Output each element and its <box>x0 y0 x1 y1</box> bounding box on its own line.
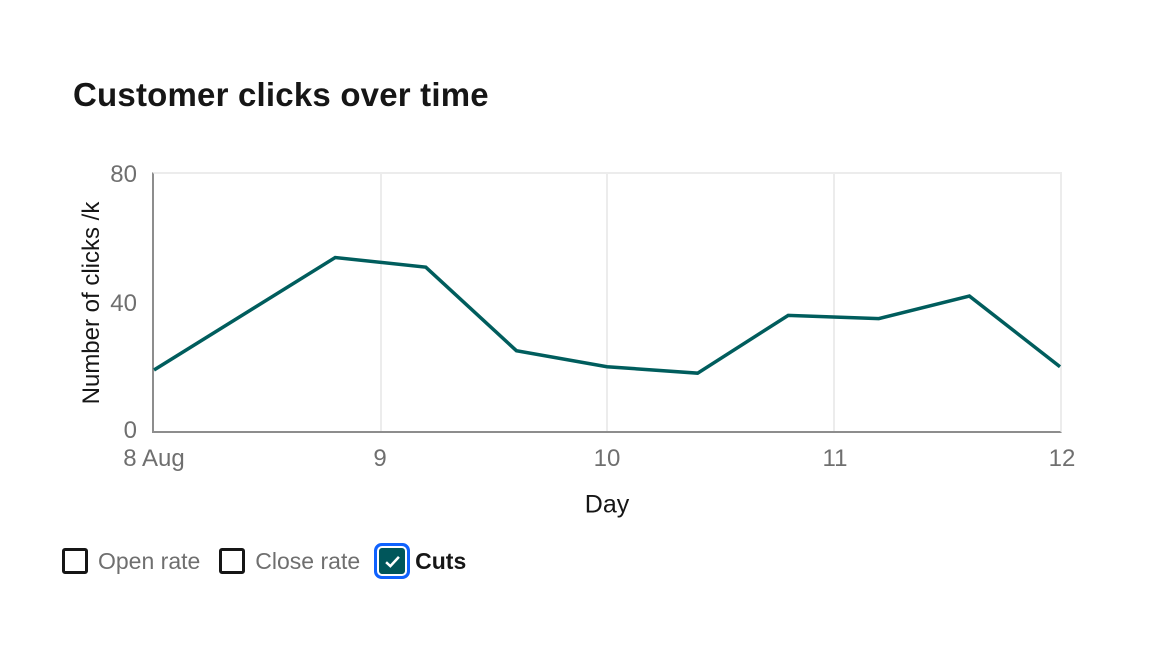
legend: Open rate Close rate Cuts <box>62 547 466 575</box>
x-tick-8-aug: 8 Aug <box>123 445 185 472</box>
gridline-day-9 <box>379 174 382 431</box>
x-axis-title: Day <box>584 490 630 519</box>
x-tick-11: 11 <box>822 445 848 472</box>
x-tick-9: 9 <box>373 445 387 472</box>
chart-title: Customer clicks over time <box>73 76 489 113</box>
checkbox-close-rate[interactable] <box>219 548 246 574</box>
legend-item-open-rate[interactable]: Open rate <box>62 547 200 575</box>
legend-label-cuts: Cuts <box>415 548 467 574</box>
legend-label-open-rate: Open rate <box>98 548 201 574</box>
x-tick-12: 12 <box>1048 445 1076 472</box>
y-tick-0: 0 <box>123 417 137 444</box>
legend-item-cuts[interactable]: Cuts <box>379 547 466 575</box>
checkbox-open-rate[interactable] <box>62 548 88 574</box>
y-axis-title: Number of clicks /k <box>78 201 105 405</box>
legend-item-close-rate[interactable]: Close rate <box>219 547 360 575</box>
line-series-cuts <box>154 174 1060 431</box>
plot-area <box>152 172 1062 433</box>
y-tick-80: 80 <box>110 161 137 188</box>
checkbox-cuts[interactable] <box>379 548 406 574</box>
gridline-day-10 <box>606 174 608 431</box>
legend-label-close-rate: Close rate <box>255 548 361 574</box>
y-tick-40: 40 <box>110 290 137 317</box>
checkmark-icon <box>384 555 400 568</box>
gridline-day-11 <box>832 174 835 431</box>
x-tick-10: 10 <box>593 445 621 472</box>
